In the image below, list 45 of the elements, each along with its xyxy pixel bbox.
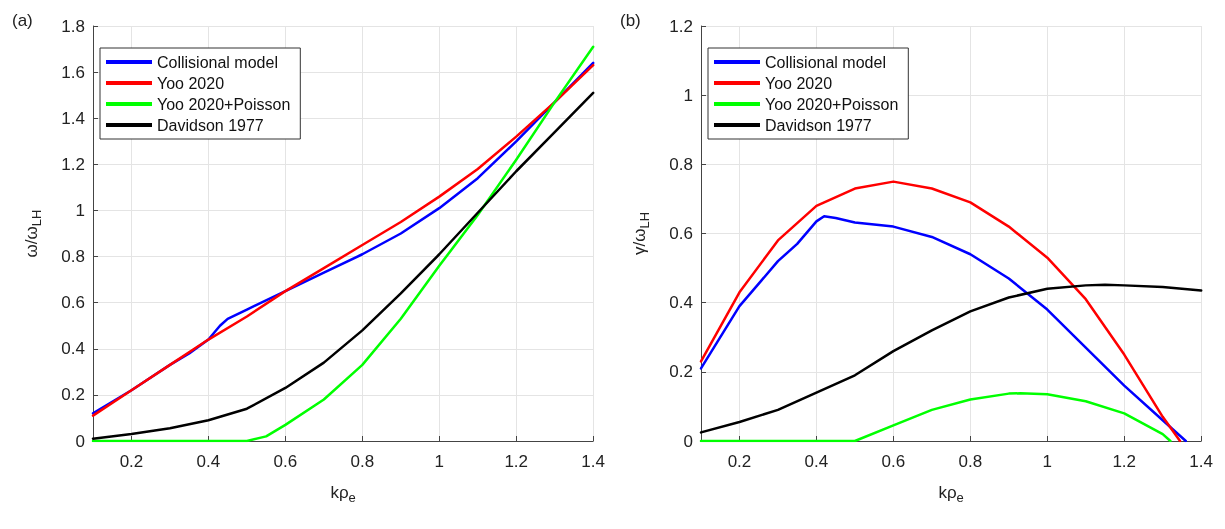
legend-label: Yoo 2020 — [157, 74, 225, 92]
y-tick-label: 1.2 — [669, 16, 693, 36]
text: (b) — [620, 11, 641, 30]
y-tick-label: 0.2 — [669, 362, 693, 382]
y-tick-label: 0.8 — [669, 154, 693, 174]
line-series — [699, 283, 1203, 434]
y-tick-label: 0 — [683, 431, 693, 451]
legend-label: Yoo 2020+Poisson — [765, 95, 899, 113]
y-tick-label: 0.2 — [61, 385, 85, 405]
y-tick-label: 0.4 — [669, 293, 693, 313]
legend-label: Yoo 2020 — [765, 74, 833, 92]
x-tick-label: 0.6 — [881, 452, 906, 471]
y-tick-label: 1.6 — [61, 62, 85, 82]
y-tick-label: 1 — [75, 200, 85, 220]
y-tick-label: 0 — [75, 431, 85, 451]
x-tick-label: 0.8 — [958, 452, 983, 471]
y-tick-label: 0.6 — [669, 224, 693, 243]
x-tick-label: 1.4 — [581, 452, 605, 471]
x-tick-label: 1.2 — [1112, 452, 1137, 471]
y-tick-label: 0.8 — [61, 247, 85, 267]
y-tick-label: 1.4 — [61, 108, 85, 128]
legend-label: Collisional model — [765, 53, 886, 71]
y-tick-label: 1.8 — [61, 16, 85, 36]
x-tick-label: 1.2 — [504, 452, 529, 471]
x-tick-label: 0.4 — [804, 452, 829, 471]
legend-label: Davidson 1977 — [765, 116, 872, 134]
x-tick-label: 0.6 — [273, 452, 298, 471]
y-axis-title: ω/ωLH — [22, 209, 44, 258]
legend-label: Collisional model — [157, 53, 278, 71]
x-tick-label: 0.4 — [196, 452, 221, 471]
legend-label: Yoo 2020+Poisson — [157, 95, 291, 113]
y-tick-label: 0.4 — [61, 339, 85, 359]
x-tick-label: 1 — [1042, 452, 1053, 471]
x-tick-label: 1.4 — [1189, 452, 1213, 471]
y-axis-title: γ/ωLH — [630, 211, 652, 256]
x-tick-label: 0.2 — [119, 452, 144, 471]
y-tick-label: 1.2 — [61, 154, 85, 174]
y-tick-label: 1 — [683, 85, 693, 105]
x-tick-label: 1 — [434, 452, 445, 471]
text: (a) — [12, 11, 33, 30]
x-tick-label: 0.2 — [727, 452, 752, 471]
x-tick-label: 0.8 — [350, 452, 375, 471]
legend-label: Davidson 1977 — [157, 116, 264, 134]
y-tick-label: 0.6 — [61, 293, 85, 313]
line-series — [699, 392, 1172, 443]
